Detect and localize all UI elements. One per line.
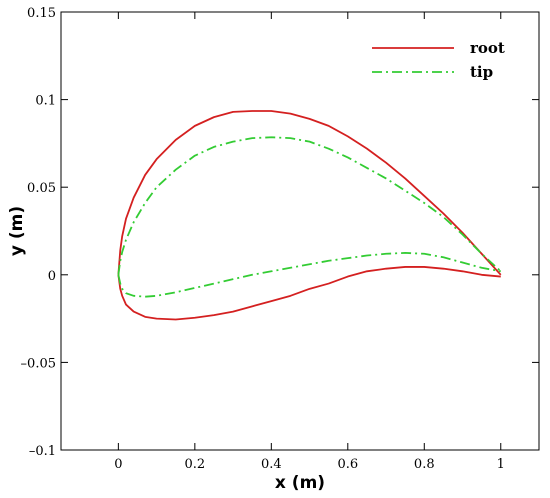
x-tick-label: 1 (497, 457, 505, 472)
legend: root tip (372, 39, 505, 81)
x-axis-title: x (m) (275, 473, 325, 493)
legend-label-tip: tip (470, 63, 493, 81)
series-line-tip-upper (117, 136, 502, 275)
series-line-root-upper (117, 110, 502, 276)
y-tick-label: 0.05 (27, 181, 56, 196)
series-line-root-lower (117, 266, 501, 321)
x-tick-label: 0 (114, 457, 122, 472)
y-tick-label: 0 (48, 269, 56, 284)
y-tick-label: 0.1 (35, 94, 56, 109)
legend-label-root: root (470, 39, 505, 57)
x-tick-label: 0.4 (261, 457, 282, 472)
x-tick-label: 0.8 (414, 457, 435, 472)
y-tick-label: –0.1 (29, 444, 56, 459)
y-axis-title: y (m) (7, 206, 27, 256)
x-tick-label: 0.6 (337, 457, 358, 472)
plot-area (60, 11, 540, 451)
curve-group (117, 110, 502, 321)
y-tick-label: 0.15 (27, 6, 56, 21)
y-tick-label: –0.05 (21, 356, 56, 371)
x-tick-label: 0.2 (184, 457, 205, 472)
series-line-tip-lower (117, 252, 501, 298)
tick-group: 0 0.2 0.4 0.6 0.8 1 –0.1 –0.05 0 0.05 0.1 0.15 (21, 6, 539, 472)
